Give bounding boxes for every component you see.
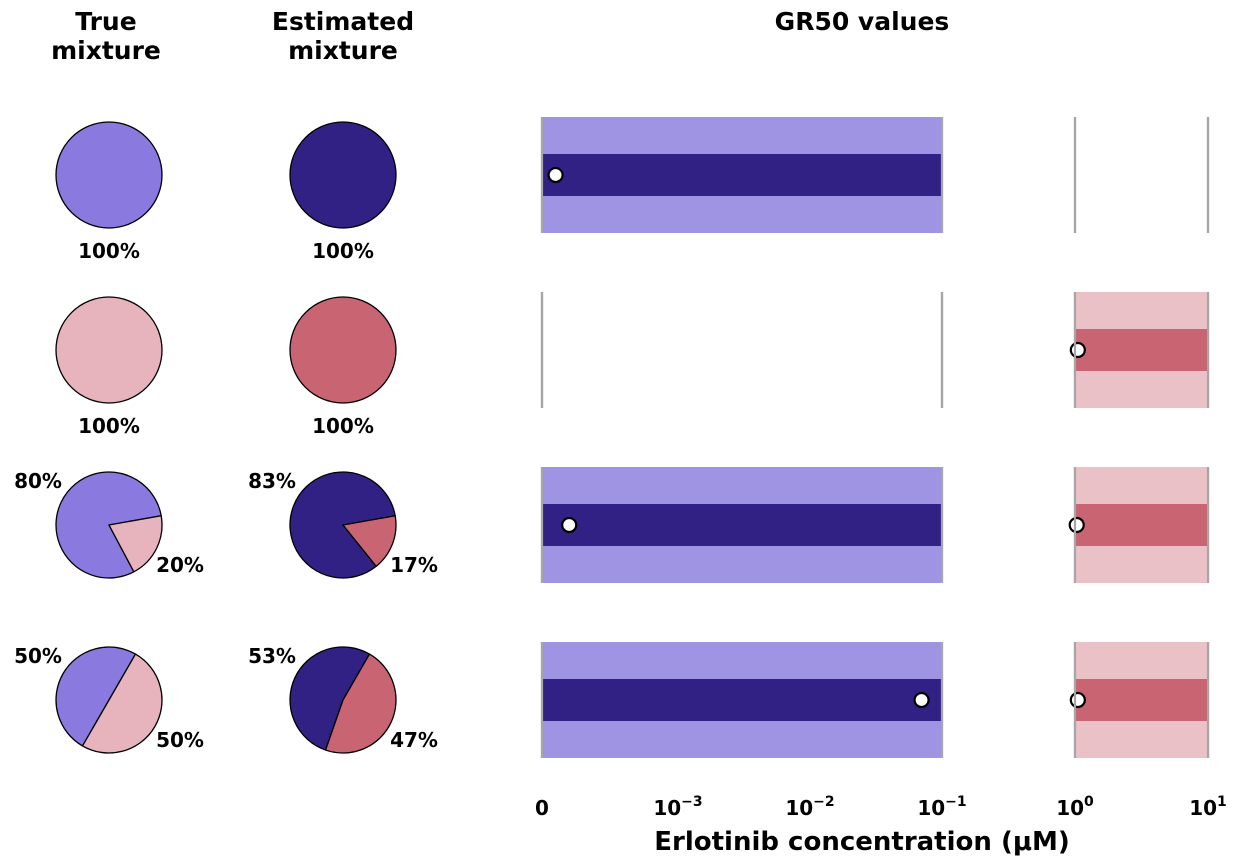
x-tick-label: 0 <box>535 796 549 820</box>
row2-true-pie: 100% <box>55 296 163 438</box>
row3-estimated-pie-label-cls2: 17% <box>390 553 438 577</box>
row2-gr50-core-cls2 <box>1075 329 1208 371</box>
row1-gr50-core-cls1 <box>542 154 942 196</box>
header-estimated-mixture-line2: mixture <box>288 36 398 65</box>
row4-gr50-core-cls2 <box>1075 679 1208 721</box>
header-gr50: GR50 values <box>775 7 950 36</box>
row2-true-pie-label: 100% <box>78 414 140 438</box>
row3-true-pie-slice-cls2 <box>108 515 163 573</box>
x-axis-label: Erlotinib concentration (μM) <box>654 827 1069 857</box>
row1-estimated-pie-slice-cls1 <box>289 121 397 229</box>
row3-estimated-pie: 83% 17% <box>248 469 438 579</box>
row4-true-pie-slice-cls1 <box>55 646 137 747</box>
header-estimated-mixture-line1: Estimated <box>272 7 414 36</box>
row2-estimated-pie: 100% <box>289 296 397 438</box>
row1-gr50-point-cls1 <box>547 166 564 184</box>
row3-estimated-pie-slice-cls2 <box>342 515 397 567</box>
row1-estimated-pie-label: 100% <box>312 239 374 263</box>
rows-layer: 100% 100% 100% 100% 80% 20% 83% 17% 50% 50% 53% 47% <box>14 117 1210 758</box>
x-tick-label: 101 <box>1189 794 1227 820</box>
row4-true-pie-slice-cls2 <box>81 653 163 754</box>
row2-true-pie-slice-cls2 <box>55 296 163 404</box>
row3-true-pie: 80% 20% <box>14 469 204 579</box>
row4-estimated-pie: 53% 47% <box>248 644 438 754</box>
row1-true-pie-slice-cls1 <box>55 121 163 229</box>
x-tick-label: 10−3 <box>653 794 702 820</box>
row3-true-pie-label-cls1: 80% <box>14 469 62 493</box>
x-tick-label: 10−2 <box>785 794 834 820</box>
row3-gr50-core-cls1 <box>542 504 942 546</box>
row4-estimated-pie-slice-cls2 <box>324 653 397 754</box>
x-tick-label: 100 <box>1056 794 1094 820</box>
row4-true-pie-label-cls1: 50% <box>14 644 62 668</box>
row3-gr50-core-cls2 <box>1075 504 1208 546</box>
row4-estimated-pie-slice-cls1 <box>289 646 371 751</box>
row2-estimated-pie-label: 100% <box>312 414 374 438</box>
row4-gr50-point-cls2 <box>1069 691 1086 709</box>
row3-true-pie-label-cls2: 20% <box>156 553 204 577</box>
row4-estimated-pie-label-cls1: 53% <box>248 644 296 668</box>
header-true-mixture-line1: True <box>75 7 136 36</box>
header-true-mixture-line2: mixture <box>51 36 161 65</box>
row2-gr50-point-cls2 <box>1069 341 1086 359</box>
row4-true-pie: 50% 50% <box>14 644 204 754</box>
row4-true-pie-label-cls2: 50% <box>156 728 204 752</box>
x-axis: 0 10−3 10−2 10−1 100 101 <box>535 794 1227 820</box>
row3-gr50-point-cls1 <box>561 516 578 534</box>
row2-estimated-pie-slice-cls2 <box>289 296 397 404</box>
row3-estimated-pie-label-cls1: 83% <box>248 469 296 493</box>
row4-estimated-pie-label-cls2: 47% <box>390 728 438 752</box>
row4-gr50-point-cls1 <box>913 691 930 709</box>
row4-gr50-core-cls1 <box>542 679 942 721</box>
row1-estimated-pie: 100% <box>289 121 397 263</box>
row1-true-pie-label: 100% <box>78 239 140 263</box>
row1-true-pie: 100% <box>55 121 163 263</box>
x-tick-label: 10−1 <box>917 794 966 820</box>
row3-gr50-point-cls2 <box>1068 516 1085 534</box>
